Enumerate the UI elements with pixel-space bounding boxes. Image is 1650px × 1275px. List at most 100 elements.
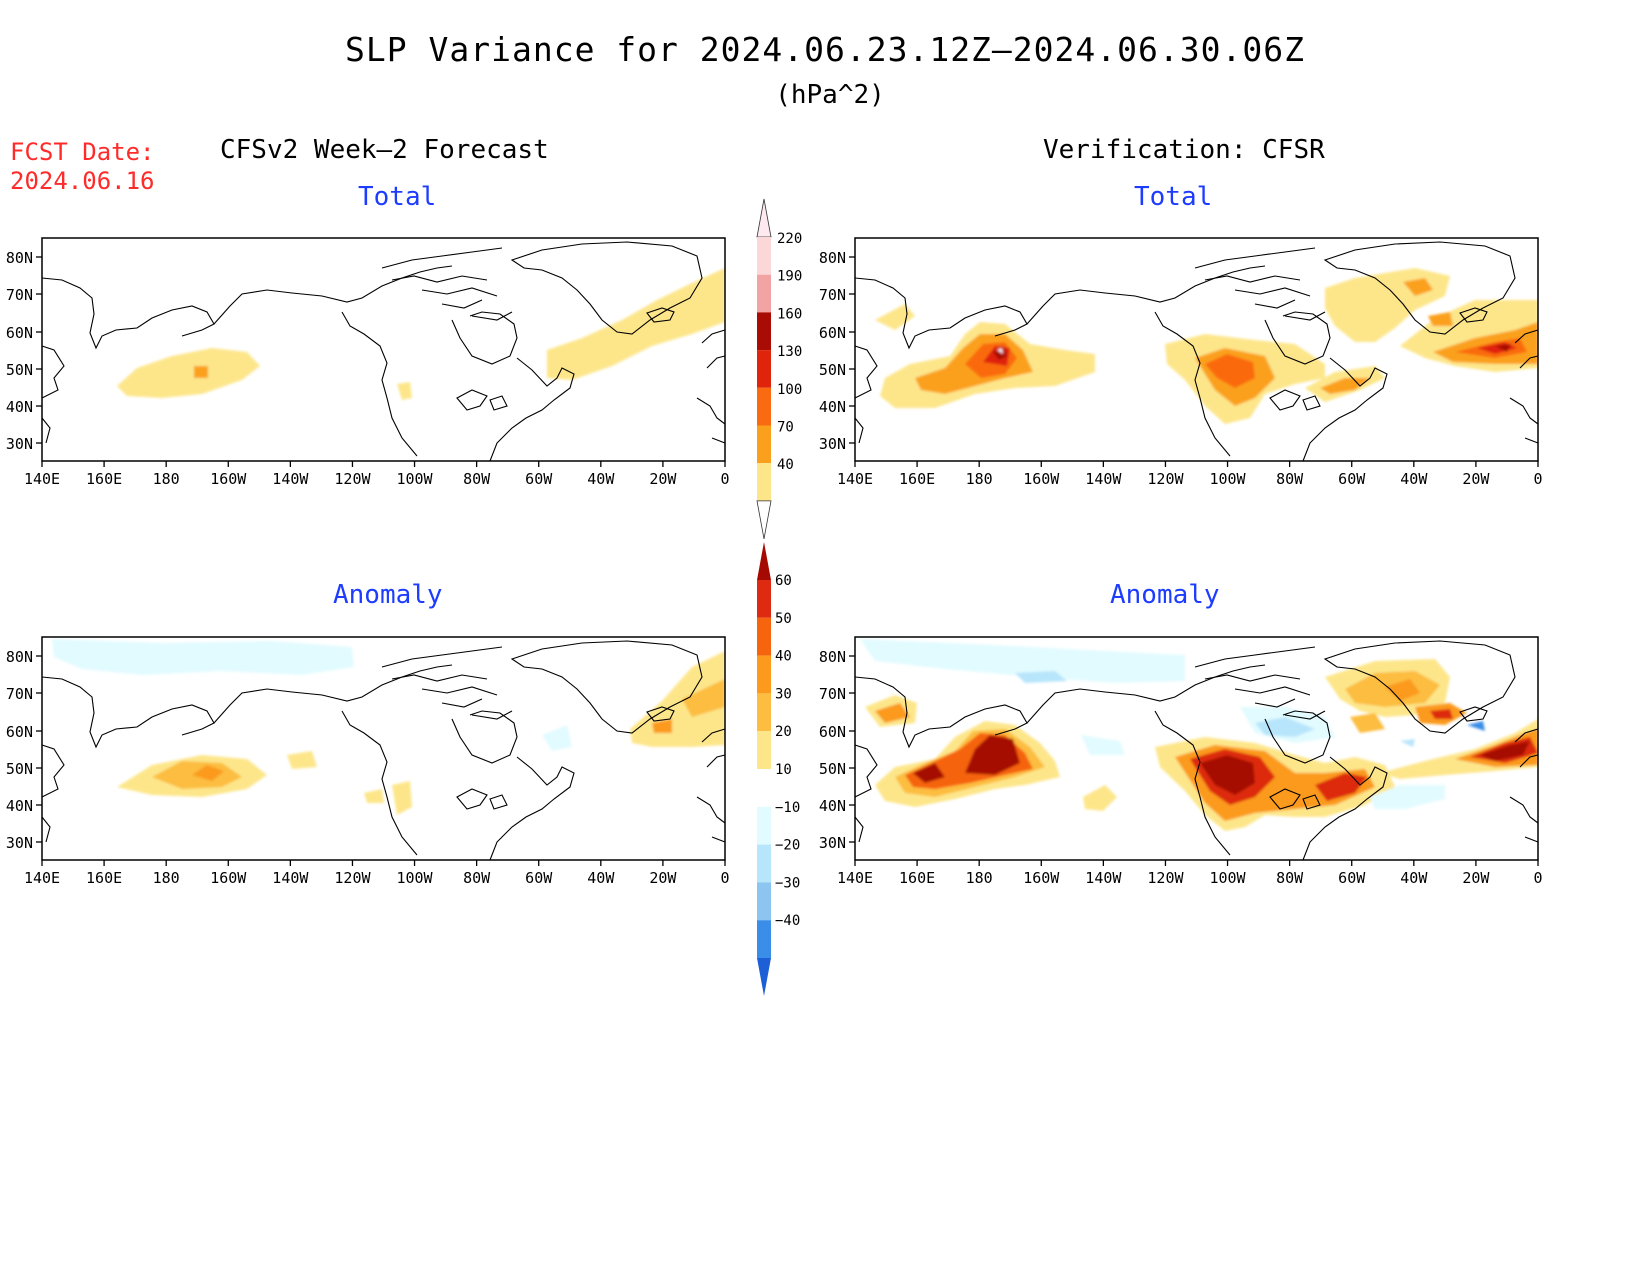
forecast-column-title: CFSv2 Week—2 Forecast [220, 135, 549, 165]
lon-tick-label: 60W [525, 470, 553, 488]
lon-tick-label: 0 [1533, 470, 1542, 488]
lon-tick-label: 140W [272, 869, 309, 887]
lat-tick-label: 50N [6, 760, 33, 778]
colorbar-anomaly: 60 50 40 30 20 10 −10 −20 −30 −40 [757, 542, 800, 996]
colorbar-level-label: −30 [775, 875, 800, 891]
lon-tick-label: 180 [153, 869, 180, 887]
lon-tick-label: 120W [1147, 869, 1184, 887]
forecast-date-label: FCST Date: [10, 138, 155, 166]
colorbar-level-label: 100 [777, 382, 802, 398]
lon-tick-label: 140E [24, 869, 60, 887]
lon-tick-label: 100W [396, 470, 433, 488]
lon-tick-label: 80W [1276, 470, 1304, 488]
units-label: (hPa^2) [775, 80, 885, 110]
colorbar-swatch [757, 844, 771, 883]
lon-tick-label: 80W [463, 470, 491, 488]
lon-tick-label: 180 [966, 470, 993, 488]
lon-tick-label: 60W [525, 869, 553, 887]
colorbar-swatch [757, 463, 771, 501]
colorbar-swatch [757, 237, 771, 275]
colorbar-level-label: 30 [775, 686, 792, 702]
colorbar-swatch [757, 350, 771, 388]
lat-tick-label: 30N [819, 834, 846, 852]
lon-tick-label: 140E [837, 470, 873, 488]
lon-tick-label: 20W [649, 869, 677, 887]
colorbar-swatch [757, 312, 771, 351]
colorbar-level-label: 60 [775, 573, 792, 589]
lon-tick-label: 160E [899, 869, 935, 887]
verification-total-subtitle: Total [1134, 182, 1213, 212]
lat-tick-label: 40N [6, 797, 33, 815]
lon-tick-label: 140W [1085, 869, 1122, 887]
colorbar-level-label: 70 [777, 420, 794, 436]
verification-anomaly-subtitle: Anomaly [1110, 580, 1220, 610]
colorbar-swatch [757, 769, 771, 807]
lon-tick-label: 140E [24, 470, 60, 488]
lat-tick-label: 30N [6, 834, 33, 852]
lon-tick-label: 180 [153, 470, 180, 488]
colorbar-level-label: 40 [777, 457, 794, 473]
colorbar-level-label: −10 [775, 800, 800, 816]
colorbar-swatch [757, 425, 771, 464]
verification-column-title: Verification: CFSR [1043, 135, 1325, 165]
verification-anomaly-map [854, 636, 1539, 861]
colorbar-swatch [757, 274, 771, 313]
lon-tick-label: 140W [1085, 470, 1122, 488]
colorbar-swatch [757, 693, 771, 732]
forecast-total-map [41, 237, 726, 462]
lon-tick-label: 160W [1023, 470, 1060, 488]
forecast-anomaly-subtitle: Anomaly [333, 580, 443, 610]
verification-total-map [854, 237, 1539, 462]
lat-tick-label: 30N [6, 435, 33, 453]
lon-tick-label: 140E [837, 869, 873, 887]
forecast-date: FCST Date: 2024.06.16 [10, 138, 155, 196]
lat-tick-label: 70N [6, 685, 33, 703]
forecast-total-subtitle: Total [358, 182, 437, 212]
lon-tick-label: 140W [272, 470, 309, 488]
lon-tick-label: 40W [587, 869, 615, 887]
lon-tick-label: 60W [1338, 869, 1366, 887]
lat-tick-label: 70N [819, 685, 846, 703]
colorbar-level-label: 20 [775, 724, 792, 740]
lat-tick-label: 70N [819, 286, 846, 304]
lon-tick-label: 160W [210, 470, 247, 488]
lon-tick-label: 40W [1400, 869, 1428, 887]
lat-tick-label: 80N [819, 249, 846, 267]
colorbar-swatch [757, 806, 771, 845]
lat-tick-label: 80N [819, 648, 846, 666]
lon-tick-label: 40W [587, 470, 615, 488]
lon-tick-label: 120W [1147, 470, 1184, 488]
lon-tick-label: 20W [1462, 470, 1490, 488]
figure-title: SLP Variance for 2024.06.23.12Z—2024.06.… [345, 30, 1305, 69]
lon-tick-label: 160W [1023, 869, 1060, 887]
colorbar-swatch [757, 580, 771, 618]
lat-tick-label: 80N [6, 648, 33, 666]
lon-tick-label: 0 [1533, 869, 1542, 887]
lon-tick-label: 160E [86, 470, 122, 488]
lon-tick-label: 180 [966, 869, 993, 887]
lon-tick-label: 160E [899, 470, 935, 488]
colorbar-level-label: 220 [777, 231, 802, 247]
lon-tick-label: 100W [396, 869, 433, 887]
colorbar-cap [756, 500, 772, 539]
colorbar-level-label: 190 [777, 269, 802, 285]
colorbar-cap [757, 958, 771, 996]
lat-tick-label: 60N [819, 723, 846, 741]
lat-tick-label: 60N [6, 324, 33, 342]
colorbar-swatch [757, 387, 771, 426]
lon-tick-label: 20W [649, 470, 677, 488]
colorbar-cap [756, 198, 772, 238]
lat-tick-label: 40N [6, 398, 33, 416]
lon-tick-label: 160E [86, 869, 122, 887]
lon-tick-label: 80W [1276, 869, 1304, 887]
colorbar-level-label: 160 [777, 306, 802, 322]
lat-tick-label: 30N [819, 435, 846, 453]
colorbar-level-label: −40 [775, 913, 800, 929]
colorbar-level-label: 130 [777, 344, 802, 360]
lat-tick-label: 80N [6, 249, 33, 267]
lat-tick-label: 50N [819, 760, 846, 778]
lon-tick-label: 160W [210, 869, 247, 887]
lat-tick-label: 60N [819, 324, 846, 342]
colorbar-level-label: 40 [775, 649, 792, 665]
